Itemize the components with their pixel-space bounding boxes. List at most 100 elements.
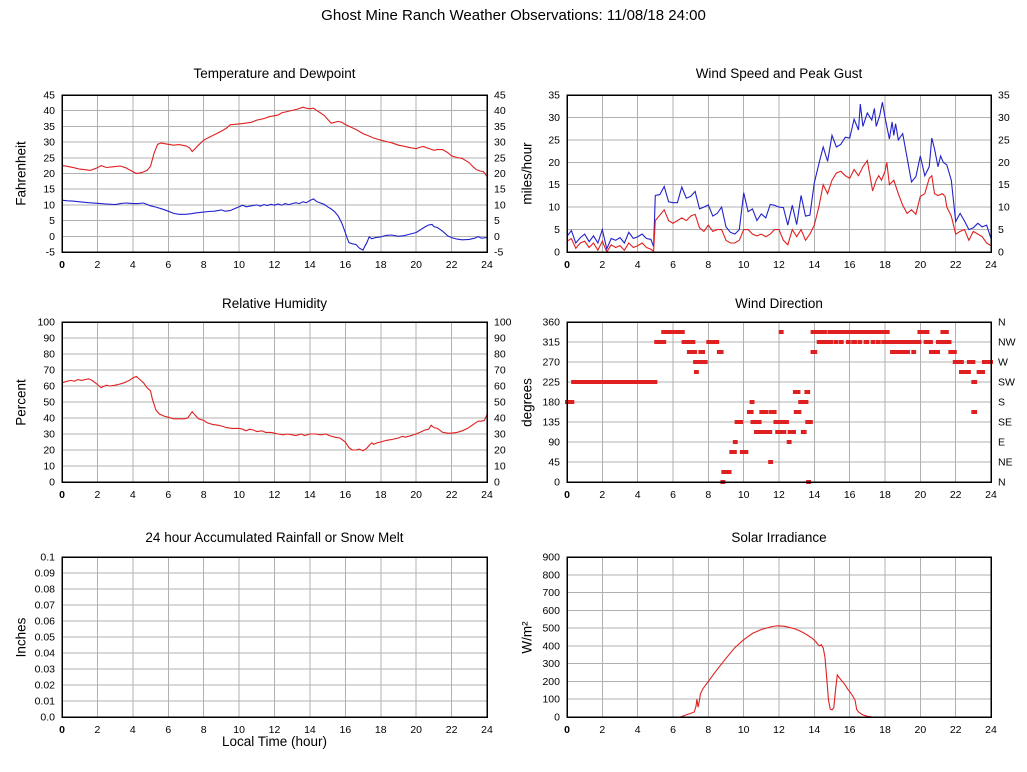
x-tick-label: 4 bbox=[635, 724, 641, 736]
wind-direction-marker bbox=[881, 340, 887, 344]
wind-direction-marker bbox=[778, 330, 784, 334]
y-tick-label: 600 bbox=[542, 605, 560, 617]
y-tick-label: 300 bbox=[542, 658, 560, 670]
wind-direction-marker bbox=[971, 410, 978, 414]
x-tick-label: 6 bbox=[165, 489, 171, 501]
wind-direction-marker bbox=[810, 330, 820, 334]
wind-direction-marker bbox=[899, 350, 906, 354]
y-axis-label-watts-per-m2: W/m² bbox=[519, 621, 535, 654]
y-tick-label: 20 bbox=[43, 168, 55, 180]
y-tick-label-right: 35 bbox=[494, 121, 506, 133]
x-tick-label: 16 bbox=[844, 259, 856, 271]
x-tick-label: 24 bbox=[985, 724, 997, 736]
y-tick-label-right: 100 bbox=[494, 317, 512, 329]
y-tick-label-right: 40 bbox=[494, 105, 506, 117]
x-tick-label: 2 bbox=[94, 724, 100, 736]
y-tick-label-right: 20 bbox=[998, 157, 1010, 169]
x-tick-label: 2 bbox=[94, 259, 100, 271]
series-relative-humidity bbox=[61, 375, 488, 452]
wind-direction-marker bbox=[565, 400, 575, 404]
y-tick-label-right: 5 bbox=[494, 215, 500, 227]
y-tick-label-right: 5 bbox=[998, 224, 1004, 236]
y-tick-label-right: W bbox=[998, 357, 1008, 369]
plot-border bbox=[61, 321, 488, 483]
y-tick-label: 45 bbox=[548, 457, 560, 469]
wind-direction-marker bbox=[870, 340, 876, 344]
wind-direction-marker bbox=[739, 450, 749, 454]
x-tick-label: 8 bbox=[705, 259, 711, 271]
wind-direction-marker bbox=[945, 340, 952, 344]
y-tick-label: 100 bbox=[37, 317, 55, 329]
x-tick-label: 14 bbox=[808, 489, 820, 501]
wind-direction-marker bbox=[890, 350, 896, 354]
wind-direction-marker bbox=[721, 470, 732, 474]
y-tick-label: 0.02 bbox=[35, 680, 56, 692]
y-tick-label: 0 bbox=[554, 247, 560, 259]
y-tick-label: 225 bbox=[542, 377, 560, 389]
chart-title-wind-speed-peak-gust: Wind Speed and Peak Gust bbox=[695, 66, 863, 81]
x-tick-label: 6 bbox=[165, 259, 171, 271]
y-tick-label: 0.04 bbox=[35, 648, 56, 660]
x-tick-label: 12 bbox=[269, 489, 281, 501]
x-tick-label: 18 bbox=[375, 724, 387, 736]
y-tick-label: 500 bbox=[542, 623, 560, 635]
y-tick-label: 360 bbox=[542, 317, 560, 329]
wind-direction-marker bbox=[804, 390, 811, 394]
x-tick-label: 22 bbox=[950, 724, 962, 736]
x-tick-label: 0 bbox=[564, 724, 570, 736]
page-title: Ghost Mine Ranch Weather Observations: 1… bbox=[321, 7, 706, 24]
wind-direction-marker bbox=[571, 380, 658, 384]
wind-direction-marker bbox=[828, 340, 834, 344]
x-tick-label: 8 bbox=[201, 489, 207, 501]
wind-direction-marker bbox=[805, 420, 813, 424]
y-tick-label-right: 30 bbox=[494, 429, 506, 441]
y-tick-label-right: NE bbox=[998, 457, 1013, 469]
y-tick-label-right: NW bbox=[998, 337, 1016, 349]
y-tick-label-right: 10 bbox=[998, 202, 1010, 214]
x-tick-label: 24 bbox=[985, 259, 997, 271]
wind-direction-marker bbox=[732, 440, 738, 444]
y-tick-label: 5 bbox=[554, 224, 560, 236]
x-tick-label: 8 bbox=[201, 724, 207, 736]
chart-title-temperature-dewpoint: Temperature and Dewpoint bbox=[193, 66, 356, 81]
x-tick-label: 4 bbox=[635, 489, 641, 501]
wind-direction-marker bbox=[798, 400, 809, 404]
y-tick-label: 20 bbox=[43, 445, 55, 457]
x-tick-label: 16 bbox=[339, 489, 351, 501]
y-tick-label: 40 bbox=[43, 105, 55, 117]
x-tick-label: 24 bbox=[481, 259, 493, 271]
y-tick-label: 100 bbox=[542, 694, 560, 706]
x-tick-label: 24 bbox=[985, 489, 997, 501]
series-wind-speed bbox=[566, 159, 992, 254]
x-tick-label: 16 bbox=[844, 489, 856, 501]
x-axis-label-local-time: Local Time (hour) bbox=[221, 734, 328, 749]
x-tick-label: 0 bbox=[564, 259, 570, 271]
x-tick-label: 2 bbox=[599, 259, 605, 271]
wind-direction-marker bbox=[787, 430, 797, 434]
y-tick-label: 10 bbox=[548, 202, 560, 214]
y-tick-label: 25 bbox=[548, 134, 560, 146]
wind-direction-marker bbox=[885, 340, 913, 344]
y-tick-label: 0 bbox=[49, 477, 55, 489]
y-tick-label-right: N bbox=[998, 477, 1006, 489]
y-tick-label: 35 bbox=[43, 121, 55, 133]
wind-direction-marker bbox=[691, 350, 698, 354]
x-tick-label: 8 bbox=[201, 259, 207, 271]
x-tick-label: 2 bbox=[599, 724, 605, 736]
wind-direction-marker bbox=[833, 340, 839, 344]
y-tick-label-right: 45 bbox=[494, 90, 506, 102]
x-tick-label: 0 bbox=[59, 489, 65, 501]
wind-direction-marker bbox=[793, 410, 802, 414]
x-tick-label: 22 bbox=[446, 489, 458, 501]
y-tick-label: 50 bbox=[43, 397, 55, 409]
x-tick-label: 8 bbox=[705, 724, 711, 736]
y-tick-label-right: 0 bbox=[494, 231, 500, 243]
wind-direction-marker bbox=[928, 350, 940, 354]
wind-direction-marker bbox=[769, 410, 777, 414]
y-tick-label: 15 bbox=[43, 184, 55, 196]
y-tick-label-right: 40 bbox=[494, 413, 506, 425]
x-tick-label: 6 bbox=[165, 724, 171, 736]
x-tick-label: 18 bbox=[879, 489, 891, 501]
